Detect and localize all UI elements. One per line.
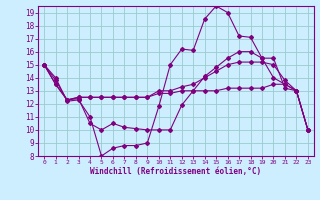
- X-axis label: Windchill (Refroidissement éolien,°C): Windchill (Refroidissement éolien,°C): [91, 167, 261, 176]
